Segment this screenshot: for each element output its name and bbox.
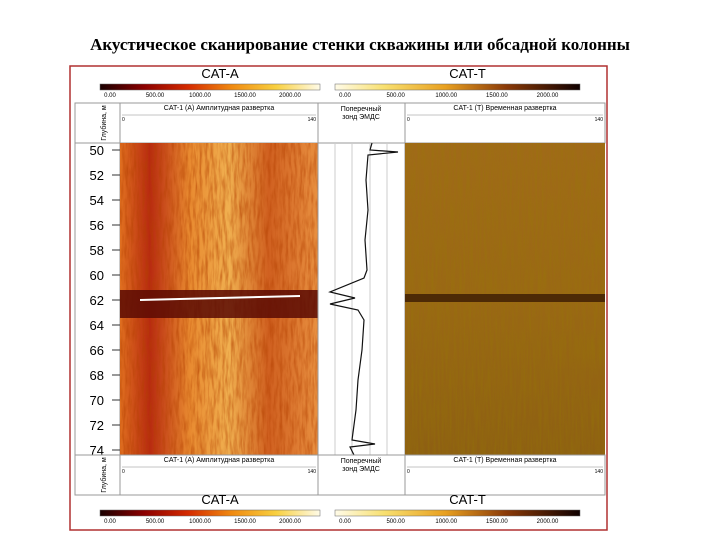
depth-label: 52: [90, 168, 104, 183]
color-bar-label: 500.00: [146, 519, 165, 525]
scale-label: 0: [122, 117, 125, 123]
track-header: CAT-1 (T) Временная развертка: [453, 457, 556, 464]
depth-label: 64: [90, 318, 104, 333]
legend-label: CAT-T: [449, 66, 486, 81]
amplitude-anomaly: [120, 290, 318, 318]
color-bar: [99, 83, 321, 91]
log-track: [317, 142, 406, 456]
color-bar-label: 2000.00: [279, 93, 301, 99]
header-top: Глубина, м CAT-1 (A) Амплитудная развертк…: [74, 102, 606, 144]
color-bar-label: 2000.00: [537, 93, 559, 99]
log-curve: [328, 142, 399, 456]
color-bar-label: 1500.00: [486, 519, 508, 525]
depth-label: 68: [90, 368, 104, 383]
track-header: CAT-1 (A) Амплитудная развертка: [164, 105, 275, 112]
scale-label: 140: [308, 469, 317, 475]
slide-title: Акустическое сканирование стенки скважин…: [90, 35, 630, 54]
legend-top: CAT-A 0.00 500.00 1000.00 1500.00 2000.00 CAT-…: [99, 66, 581, 99]
depth-label: 58: [90, 243, 104, 258]
depth-label: 50: [90, 143, 104, 158]
color-bar-label: 0.00: [339, 93, 351, 99]
scale-label: 0: [122, 469, 125, 475]
track-header: Поперечный: [341, 105, 382, 113]
color-bar-label: 0.00: [339, 519, 351, 525]
scale-label: 140: [595, 117, 604, 123]
depth-label: 66: [90, 343, 104, 358]
track-header: зонд ЭМДС: [342, 114, 380, 121]
depth-labels: 50 52 54 56 58 60 62 64 66 68 70 72 74: [90, 143, 120, 458]
header-box: [74, 454, 606, 496]
header-bottom: Глубина, м CAT-1 (A) Амплитудная развертк…: [74, 454, 606, 496]
color-bar-label: 1500.00: [234, 519, 256, 525]
color-bar-label: 2000.00: [537, 519, 559, 525]
track-header: CAT-1 (T) Временная развертка: [453, 105, 556, 112]
depth-header: Глубина, м: [100, 105, 108, 141]
color-bar-label: 1000.00: [189, 519, 211, 525]
depth-label: 62: [90, 293, 104, 308]
depth-label: 72: [90, 418, 104, 433]
time-anomaly: [405, 294, 605, 302]
color-bar-label: 500.00: [386, 519, 405, 525]
depth-label: 56: [90, 218, 104, 233]
color-bar-label: 0.00: [104, 519, 116, 525]
scale-label: 0: [407, 117, 410, 123]
legend-label: CAT-A: [201, 66, 239, 81]
depth-header: Глубина, м: [100, 457, 108, 493]
track-header: зонд ЭМДС: [342, 466, 380, 473]
depth-label: 70: [90, 393, 104, 408]
color-bar-label: 1500.00: [234, 93, 256, 99]
color-bar-label: 500.00: [146, 93, 165, 99]
header-box: [74, 102, 606, 144]
scale-label: 140: [595, 469, 604, 475]
depth-label: 60: [90, 268, 104, 283]
depth-label: 54: [90, 193, 104, 208]
color-bar-label: 2000.00: [279, 519, 301, 525]
scale-label: 140: [308, 117, 317, 123]
color-bar-label: 1500.00: [486, 93, 508, 99]
color-bar-label: 0.00: [104, 93, 116, 99]
color-bar: [334, 509, 581, 517]
legend-label: CAT-A: [201, 492, 239, 507]
track-header: Поперечный: [341, 457, 382, 465]
legend-bottom: CAT-A 0.00 500.00 1000.00 1500.00 2000.00 CAT-…: [99, 492, 581, 525]
color-bar-label: 1000.00: [435, 519, 457, 525]
legend-label: CAT-T: [449, 492, 486, 507]
color-bar: [334, 83, 581, 91]
color-bar-label: 500.00: [386, 93, 405, 99]
amplitude-streak: [139, 295, 301, 301]
scale-label: 0: [407, 469, 410, 475]
depth-track: [74, 142, 121, 456]
color-bar-label: 1000.00: [189, 93, 211, 99]
color-bar-label: 1000.00: [435, 93, 457, 99]
depth-label: 74: [90, 443, 104, 458]
track-header: CAT-1 (A) Амплитудная развертка: [164, 457, 275, 464]
color-bar: [99, 509, 321, 517]
